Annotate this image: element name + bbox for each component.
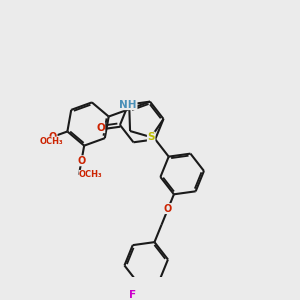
Text: NH: NH — [119, 100, 137, 110]
Text: O: O — [77, 156, 86, 166]
Text: O: O — [96, 123, 105, 133]
Text: O: O — [49, 132, 57, 142]
Text: F: F — [129, 290, 137, 300]
Text: O: O — [164, 204, 172, 214]
Text: S: S — [147, 132, 155, 142]
Text: OCH₃: OCH₃ — [79, 170, 103, 179]
Text: OCH₃: OCH₃ — [40, 137, 63, 146]
